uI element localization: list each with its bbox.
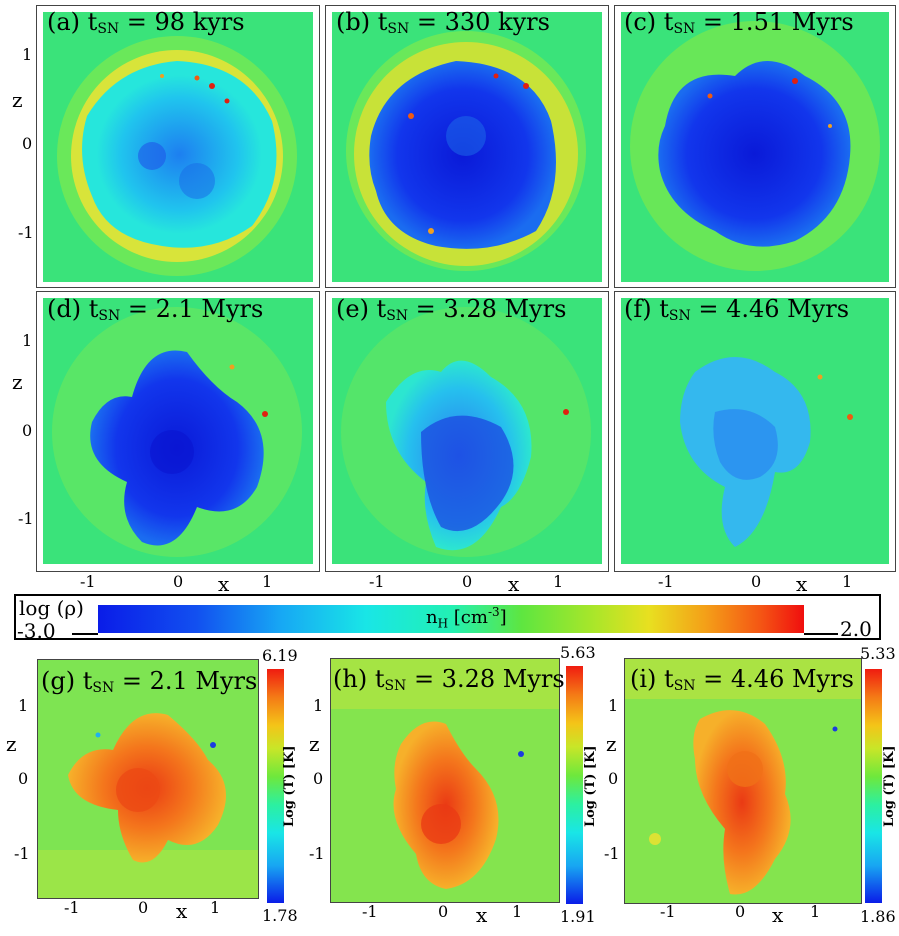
x-tick-1-f: 1 <box>842 572 853 591</box>
x-tick-m1-i: -1 <box>660 902 676 921</box>
temperature-colorbar-i-min: 1.86 <box>860 907 896 926</box>
temperature-colorbar-i-max: 5.33 <box>860 644 896 663</box>
density-panel-c <box>614 5 896 288</box>
temperature-map-i <box>625 659 861 903</box>
panel-title-e: (e) tSN = 3.28 Myrs <box>336 295 567 324</box>
temperature-map-h <box>331 659 559 902</box>
z-tick-0-h: 0 <box>313 769 324 788</box>
panel-title-a: (a) tSN = 98 kyrs <box>47 8 245 37</box>
temperature-colorbar-h-label: Log (T) [K] <box>583 745 598 827</box>
z-axis-label-row1: z <box>12 88 23 112</box>
x-tick-0-d: 0 <box>173 572 184 591</box>
density-colorbar-unit: nH [cm-3] <box>426 605 507 631</box>
z-tick-1-h: 1 <box>313 696 324 715</box>
z-axis-label-i: z <box>606 732 617 756</box>
x-tick-1-e: 1 <box>553 572 564 591</box>
z-axis-label-g: z <box>6 732 17 756</box>
x-tick-0-h: 0 <box>438 902 449 921</box>
z-tick-1-g: 1 <box>18 696 29 715</box>
temperature-colorbar-i-label: Log (T) [K] <box>882 745 897 827</box>
density-panel-a <box>36 5 320 288</box>
panel-title-c: (c) tSN = 1.51 Myrs <box>624 8 854 37</box>
x-axis-label-f: x <box>796 572 808 596</box>
temperature-colorbar-g-max: 6.19 <box>262 646 298 665</box>
x-tick-0-g: 0 <box>138 898 149 917</box>
panel-title-b: (b) tSN = 330 kyrs <box>336 8 550 37</box>
z-tick-0-i: 0 <box>608 769 619 788</box>
density-panel-f <box>614 291 896 572</box>
x-axis-label-e: x <box>508 572 520 596</box>
z-tick-1-i: 1 <box>608 696 619 715</box>
x-tick-1-g: 1 <box>210 898 221 917</box>
density-map-f <box>621 298 889 564</box>
temperature-colorbar-h <box>566 666 583 904</box>
temperature-colorbar-g-label: Log (T) [K] <box>282 745 297 827</box>
x-axis-label-d: x <box>218 572 230 596</box>
z-tick-0-row2: 0 <box>22 421 33 440</box>
density-colorbar <box>98 605 804 633</box>
x-tick-1-i: 1 <box>810 902 821 921</box>
x-axis-label-g: x <box>176 899 188 923</box>
temperature-colorbar-h-max: 5.63 <box>560 643 596 662</box>
z-tick-m1-row2: -1 <box>18 509 34 528</box>
z-tick-0-g: 0 <box>18 769 29 788</box>
z-tick-m1-i: -1 <box>604 844 620 863</box>
density-colorbar-title: log (ρ) <box>19 596 84 620</box>
x-tick-m1-d: -1 <box>80 572 96 591</box>
density-colorbar-min-line <box>72 633 98 635</box>
density-map-e <box>332 298 602 564</box>
z-tick-0-row1: 0 <box>22 134 33 153</box>
density-map-a <box>43 12 313 282</box>
x-tick-1-h: 1 <box>512 902 523 921</box>
temperature-map-g <box>38 660 258 898</box>
temperature-panel-i <box>624 658 862 904</box>
x-tick-m1-h: -1 <box>362 902 378 921</box>
z-tick-1-row1: 1 <box>22 45 33 64</box>
density-map-d <box>43 298 313 564</box>
x-tick-0-i: 0 <box>735 902 746 921</box>
z-tick-m1-h: -1 <box>309 844 325 863</box>
panel-title-f: (f) tSN = 4.46 Myrs <box>624 295 850 324</box>
temperature-colorbar-g <box>267 669 284 903</box>
density-panel-d <box>36 291 320 572</box>
x-tick-0-e: 0 <box>462 572 473 591</box>
temperature-colorbar-h-min: 1.91 <box>560 907 596 926</box>
x-tick-m1-f: -1 <box>658 572 674 591</box>
z-axis-label-h: z <box>309 732 320 756</box>
temperature-panel-g <box>37 659 259 899</box>
temperature-colorbar-i <box>865 669 882 903</box>
temperature-panel-h <box>330 658 560 903</box>
x-tick-m1-g: -1 <box>64 898 80 917</box>
density-colorbar-min: -3.0 <box>17 619 56 643</box>
panel-title-h: (h) tSN = 3.28 Myrs <box>333 665 565 694</box>
density-colorbar-max-line <box>804 633 838 635</box>
panel-title-g: (g) tSN = 2.1 Myrs <box>41 667 258 696</box>
x-axis-label-h: x <box>476 903 488 927</box>
x-axis-label-i: x <box>772 903 784 927</box>
density-map-b <box>332 12 602 282</box>
x-tick-m1-e: -1 <box>369 572 385 591</box>
temperature-colorbar-g-min: 1.78 <box>262 906 298 925</box>
panel-title-i: (i) tSN = 4.46 Myrs <box>630 665 854 694</box>
z-tick-m1-g: -1 <box>14 844 30 863</box>
panel-title-d: (d) tSN = 2.1 Myrs <box>47 295 264 324</box>
density-colorbar-max: 2.0 <box>840 617 872 641</box>
density-panel-b <box>325 5 609 288</box>
x-tick-0-f: 0 <box>751 572 762 591</box>
z-axis-label-row2: z <box>12 370 23 394</box>
density-map-c <box>621 12 889 282</box>
x-tick-1-d: 1 <box>262 572 273 591</box>
z-tick-m1-row1: -1 <box>18 223 34 242</box>
density-panel-e <box>325 291 609 572</box>
z-tick-1-row2: 1 <box>22 331 33 350</box>
